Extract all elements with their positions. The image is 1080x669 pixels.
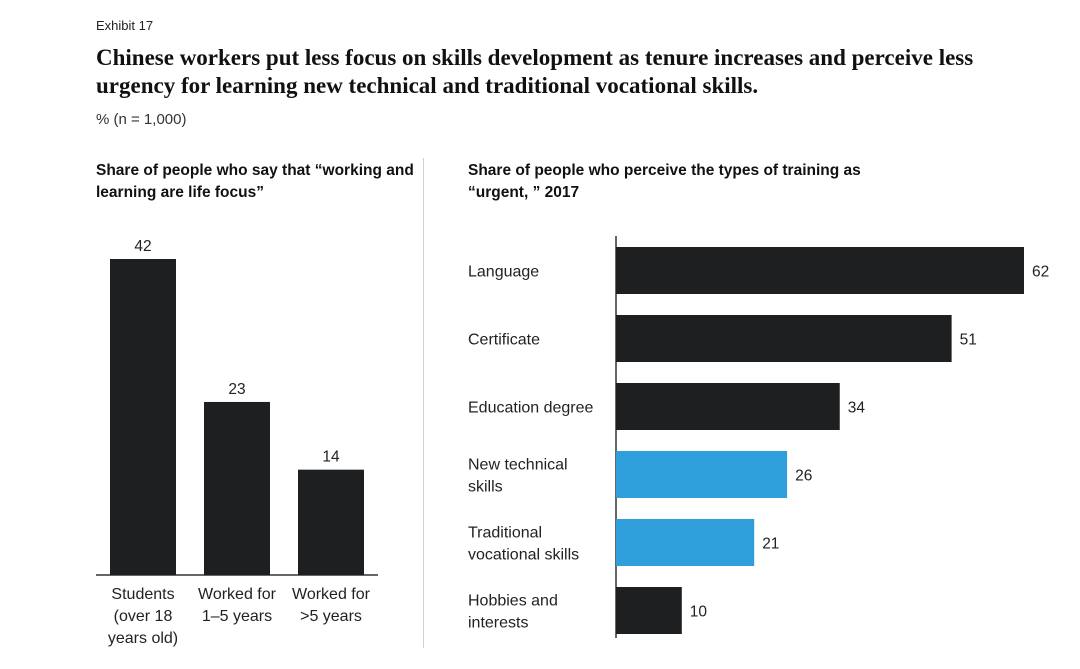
category-label-right-5-0: Hobbies and xyxy=(468,593,558,610)
category-label-right-2-0: Education degree xyxy=(468,400,594,417)
category-label-left-0-1: (over 18 xyxy=(114,608,173,625)
bar-right-3 xyxy=(616,451,788,498)
chart-subtitle: % (n = 1,000) xyxy=(96,111,187,128)
bar-left-2 xyxy=(298,469,364,575)
category-label-right-3-0: New technical xyxy=(468,457,568,474)
data-label-left-2: 14 xyxy=(322,449,340,466)
bar-right-5 xyxy=(616,587,682,634)
data-label-right-2: 34 xyxy=(848,400,866,417)
panel-divider xyxy=(423,158,424,648)
data-label-right-1: 51 xyxy=(960,332,977,349)
left-panel-title: Share of people who say that “working an… xyxy=(96,162,414,201)
data-label-right-3: 26 xyxy=(795,468,812,485)
category-label-left-2-0: Worked for xyxy=(292,586,371,603)
category-label-left-1-1: 1–5 years xyxy=(202,608,272,625)
bar-right-2 xyxy=(616,383,840,430)
bar-right-4 xyxy=(616,519,755,566)
right-panel-title: Share of people who perceive the types o… xyxy=(468,162,861,201)
category-label-right-4-0: Traditional xyxy=(468,525,542,542)
chart-title: Chinese workers put less focus on skills… xyxy=(96,45,974,98)
exhibit-label: Exhibit 17 xyxy=(96,18,154,33)
category-label-right-4-1: vocational skills xyxy=(468,547,579,564)
category-label-right-3-1: skills xyxy=(468,479,503,496)
category-label-right-5-1: interests xyxy=(468,615,528,632)
bar-left-0 xyxy=(110,259,176,575)
bar-right-0 xyxy=(616,247,1024,294)
category-label-left-2-1: >5 years xyxy=(300,608,362,625)
data-label-right-5: 10 xyxy=(690,604,708,621)
bar-left-1 xyxy=(204,401,270,575)
data-label-left-0: 42 xyxy=(134,238,151,255)
category-label-left-1-0: Worked for xyxy=(198,586,277,603)
data-label-right-4: 21 xyxy=(762,536,779,553)
category-label-left-0-0: Students xyxy=(111,586,174,603)
data-label-right-0: 62 xyxy=(1032,264,1049,281)
data-label-left-1: 23 xyxy=(228,381,245,398)
category-label-right-1-0: Certificate xyxy=(468,332,540,349)
bar-right-1 xyxy=(616,315,952,362)
category-label-left-0-2: years old) xyxy=(108,630,178,647)
category-label-right-0-0: Language xyxy=(468,264,539,281)
